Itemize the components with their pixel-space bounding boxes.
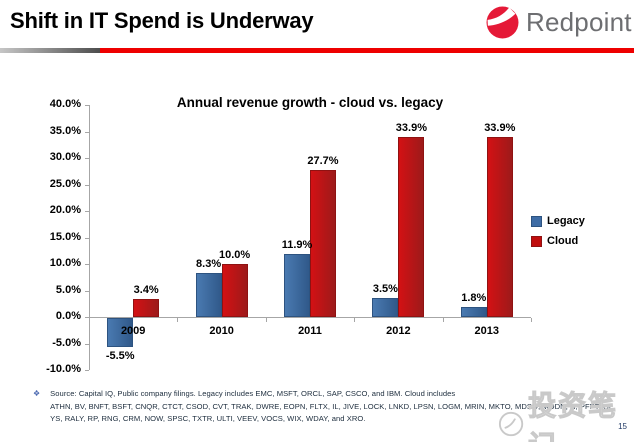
y-axis-tick-label: 5.0%	[55, 283, 81, 296]
y-axis-tick-mark	[85, 290, 89, 292]
value-label-legacy-2010: 8.3%	[196, 258, 222, 270]
source-text-line: ATHN, BV, BNFT, BSFT, CNQR, CTCT, CSOD, …	[50, 401, 614, 411]
x-axis-category-label-2009: 2009	[120, 325, 146, 337]
header-divider-red	[100, 48, 634, 53]
bar-cloud-2009	[133, 298, 160, 317]
x-axis-tick-mark	[531, 318, 532, 322]
x-axis-tick-mark	[89, 318, 90, 322]
source-footnote: ❖ Source: Capital IQ, Public company fil…	[33, 388, 613, 426]
bar-cloud-2012	[398, 137, 425, 317]
cloud-swatch-icon	[531, 235, 542, 247]
y-axis-tick-label: 0.0%	[55, 310, 81, 322]
y-axis-tick-label: 35.0%	[49, 124, 81, 137]
source-text-line: Source: Capital IQ, Public company filin…	[50, 389, 456, 398]
value-label-cloud-2009: 3.4%	[133, 283, 159, 296]
x-axis-tick-mark	[354, 318, 356, 322]
diamond-bullet-icon: ❖	[33, 389, 41, 398]
value-label-legacy-2012: 3.5%	[372, 283, 398, 296]
header-divider-gray	[0, 48, 100, 53]
legend-label-legacy: Legacy	[547, 215, 585, 227]
legend-item-legacy: Legacy	[531, 215, 585, 227]
value-label-cloud-2013: 33.9%	[484, 122, 516, 135]
x-axis-category-label-2011: 2011	[298, 325, 322, 337]
legend-item-cloud: Cloud	[531, 235, 585, 247]
value-label-legacy-2009: -5.5%	[105, 350, 135, 363]
page-title: Shift in IT Spend is Underway	[10, 8, 314, 33]
value-label-legacy-2013: 1.8%	[461, 292, 487, 305]
source-text: Source: Capital IQ, Public company filin…	[50, 388, 613, 426]
y-axis-tick-mark	[85, 158, 89, 159]
value-label-cloud-2010: 10.0%	[218, 249, 251, 261]
value-label-cloud-2012: 33.9%	[395, 122, 427, 135]
y-axis-tick-label: 15.0%	[49, 230, 81, 243]
y-axis-tick-mark	[85, 343, 89, 345]
bar-legacy-2012	[372, 298, 399, 317]
y-axis-tick-label: -5.0%	[52, 336, 81, 349]
y-axis-tick-mark	[85, 317, 89, 318]
x-axis-category-label-2013: 2013	[474, 325, 500, 337]
bar-legacy-2009	[107, 318, 134, 348]
chart-title: Annual revenue growth - cloud vs. legacy	[176, 95, 444, 110]
y-axis-tick-mark	[85, 131, 89, 133]
legacy-swatch-icon	[531, 215, 542, 227]
bar-legacy-2013	[460, 307, 487, 317]
redpoint-logo-icon	[486, 6, 519, 39]
x-axis-tick-mark	[177, 318, 179, 322]
y-axis-tick-label: 20.0%	[49, 204, 81, 216]
y-axis-tick-label: 10.0%	[49, 257, 81, 269]
bar-legacy-2011	[284, 253, 310, 317]
x-axis-tick-mark	[442, 318, 444, 322]
y-axis-tick-mark	[85, 237, 89, 239]
bar-cloud-2011	[310, 170, 336, 317]
y-axis-tick-label: -10.0%	[46, 363, 81, 375]
bar-cloud-2010	[221, 264, 248, 317]
y-axis-tick-label: 30.0%	[49, 151, 81, 163]
y-axis-tick-mark	[85, 370, 89, 371]
page-number: 15	[618, 422, 627, 431]
brand-name: Redpoint	[526, 7, 632, 37]
value-label-legacy-2011: 11.9%	[281, 238, 313, 251]
bar-cloud-2013	[486, 137, 513, 317]
y-axis-tick-mark	[85, 211, 89, 212]
source-text-line: YS, RALY, RP, RNG, CRM, NOW, SPSC, TXTR,…	[50, 414, 366, 423]
x-axis-tick-mark	[265, 318, 267, 322]
x-axis-line	[89, 317, 531, 318]
y-axis-tick-label: 40.0%	[49, 98, 81, 110]
redpoint-logo: Redpoint	[486, 6, 632, 39]
y-axis-tick-mark	[85, 184, 89, 186]
y-axis-tick-mark	[85, 105, 89, 106]
y-axis-tick-label: 25.0%	[49, 177, 81, 190]
x-axis-category-label-2010: 2010	[209, 325, 234, 337]
chart-legend: Legacy Cloud	[531, 215, 585, 255]
bar-legacy-2010	[195, 273, 222, 317]
legend-label-cloud: Cloud	[547, 235, 579, 247]
x-axis-category-label-2012: 2012	[386, 325, 411, 337]
y-axis-tick-mark	[85, 264, 89, 265]
value-label-cloud-2011: 27.7%	[307, 155, 339, 168]
y-axis-line	[89, 105, 90, 370]
